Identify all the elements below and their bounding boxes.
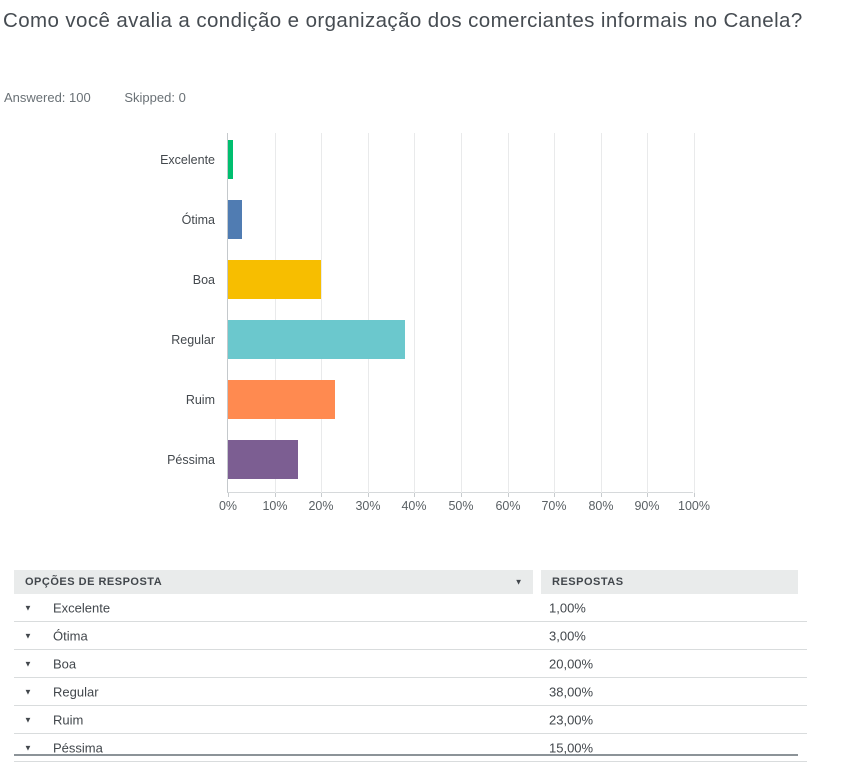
category-axis-labels: Excelente Ótima Boa Regular Ruim Péssima	[0, 133, 215, 493]
bar-ótima	[228, 200, 242, 239]
column-header-label: RESPOSTAS	[552, 576, 624, 588]
x-axis-tick	[321, 493, 322, 497]
row-expand-caret-icon[interactable]: ▼	[24, 686, 32, 696]
response-percentage: 1,00%	[549, 600, 586, 615]
column-header-responses[interactable]: RESPOSTAS	[541, 570, 798, 594]
gridline	[368, 133, 369, 493]
x-axis-tick	[601, 493, 602, 497]
gridline	[694, 133, 695, 493]
category-label: Péssima	[167, 452, 215, 467]
row-expand-caret-icon[interactable]: ▼	[24, 714, 32, 724]
x-axis-tick	[368, 493, 369, 497]
horizontal-bar-chart: Excelente Ótima Boa Regular Ruim Péssima 0% 10…	[0, 133, 720, 518]
x-axis-tick-label: 30%	[355, 499, 381, 513]
answered-stat: Answered: 100	[4, 90, 91, 105]
response-percentage: 20,00%	[549, 656, 594, 671]
answer-option-label: Ótima	[53, 628, 88, 643]
x-axis-tick-label: 80%	[588, 499, 614, 513]
answered-value: 100	[69, 90, 91, 105]
gridline	[508, 133, 509, 493]
bar-péssima	[228, 440, 298, 479]
gridline	[414, 133, 415, 493]
answer-option-label: Péssima	[53, 740, 103, 755]
bar-excelente	[228, 140, 233, 179]
bar-ruim	[228, 380, 336, 419]
answer-option-label: Boa	[53, 656, 77, 671]
bar-boa	[228, 260, 322, 299]
category-label: Boa	[192, 272, 215, 287]
category-label: Ruim	[185, 392, 215, 407]
gridline	[554, 133, 555, 493]
category-label: Excelente	[160, 152, 215, 167]
x-axis-tick	[228, 493, 229, 497]
question-title: Como você avalia a condição e organizaçã…	[3, 9, 803, 32]
x-axis-tick-label: 10%	[262, 499, 288, 513]
gridline	[601, 133, 602, 493]
x-axis-tick-label: 70%	[541, 499, 567, 513]
x-axis-tick-label: 60%	[495, 499, 521, 513]
gridline	[321, 133, 322, 493]
answer-option-label: Excelente	[53, 600, 111, 615]
x-axis-tick	[275, 493, 276, 497]
response-percentage: 23,00%	[549, 712, 594, 727]
sort-caret-icon[interactable]: ▼	[514, 577, 523, 587]
x-axis-tick	[508, 493, 509, 497]
x-axis-tick	[647, 493, 648, 497]
table-row: ▼ Ruim 23,00%	[14, 706, 807, 734]
gridline	[647, 133, 648, 493]
table-row: ▼ Péssima 15,00%	[14, 734, 807, 762]
table-body: ▼ Excelente 1,00% ▼ Ótima 3,00% ▼ Boa 20,00% ▼ Reg…	[14, 594, 807, 762]
answer-option-label: Regular	[53, 684, 99, 699]
plot-area: 0% 10% 20% 30% 40% 50% 60% 70% 80% 90% 100%	[219, 133, 710, 513]
answer-option-label: Ruim	[53, 712, 84, 727]
column-header-answer-choices[interactable]: OPÇÕES DE RESPOSTA ▼	[14, 570, 533, 594]
row-expand-caret-icon[interactable]: ▼	[24, 658, 32, 668]
table-row: ▼ Excelente 1,00%	[14, 594, 807, 622]
gridline	[461, 133, 462, 493]
table-bottom-divider	[14, 754, 798, 756]
x-axis-tick-label: 90%	[634, 499, 660, 513]
skipped-value: 0	[178, 90, 186, 105]
response-percentage: 38,00%	[549, 684, 594, 699]
row-expand-caret-icon[interactable]: ▼	[24, 630, 32, 640]
x-axis-tick-label: 0%	[218, 499, 238, 513]
x-axis-tick-label: 50%	[448, 499, 474, 513]
x-axis-tick-label: 20%	[308, 499, 334, 513]
row-expand-caret-icon[interactable]: ▼	[24, 742, 32, 752]
category-label: Ótima	[181, 212, 215, 227]
x-axis-tick	[554, 493, 555, 497]
x-axis-tick	[694, 493, 695, 497]
gridline	[275, 133, 276, 493]
response-stats: Answered: 100 Skipped: 0	[4, 90, 216, 105]
x-axis-tick-label: 100%	[678, 499, 710, 513]
response-percentage: 15,00%	[549, 740, 594, 755]
table-row: ▼ Regular 38,00%	[14, 678, 807, 706]
table-row: ▼ Ótima 3,00%	[14, 622, 807, 650]
x-axis-tick	[414, 493, 415, 497]
answered-label: Answered:	[4, 90, 66, 105]
category-label: Regular	[171, 332, 215, 347]
column-header-label: OPÇÕES DE RESPOSTA	[25, 576, 163, 588]
table-row: ▼ Boa 20,00%	[14, 650, 807, 678]
row-expand-caret-icon[interactable]: ▼	[24, 602, 32, 612]
skipped-label: Skipped:	[124, 90, 175, 105]
x-axis-tick-label: 40%	[401, 499, 427, 513]
skipped-stat: Skipped: 0	[124, 90, 185, 105]
bar-regular	[228, 320, 406, 359]
x-axis-tick	[461, 493, 462, 497]
response-percentage: 3,00%	[549, 628, 586, 643]
